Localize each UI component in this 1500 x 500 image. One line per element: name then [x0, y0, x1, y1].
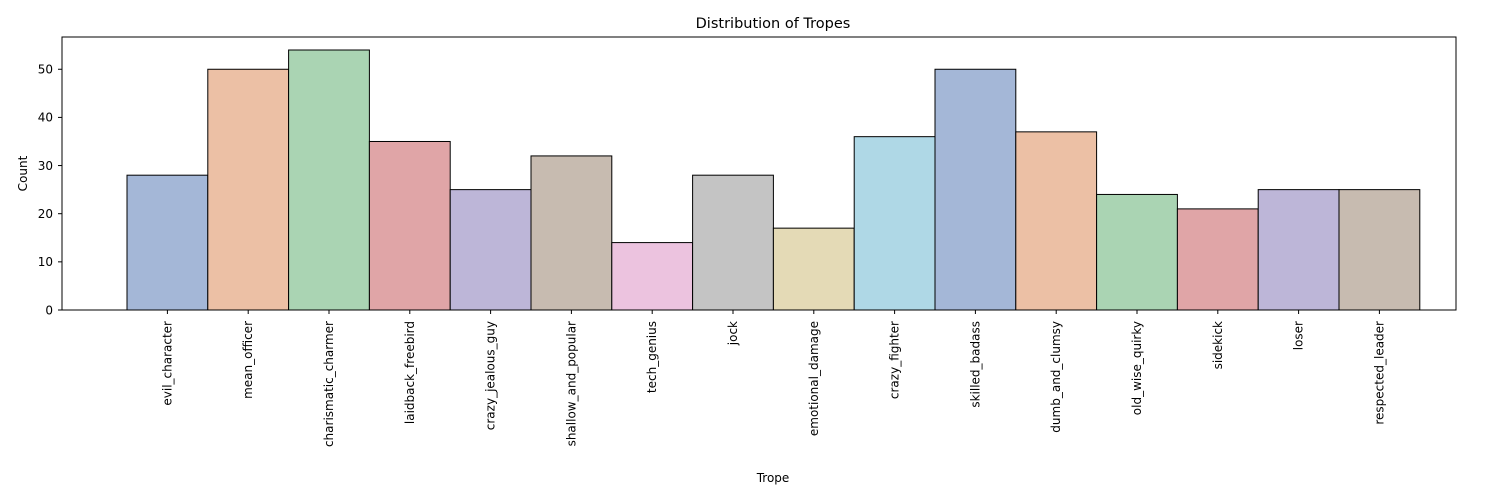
x-tick-label: emotional_damage — [807, 321, 821, 436]
x-tick-label: crazy_fighter — [888, 321, 902, 399]
bar-sidekick — [1176, 208, 1259, 311]
y-tick-label: 0 — [45, 303, 53, 317]
bar-mean-officer — [207, 68, 290, 311]
bar-evil-character — [126, 174, 209, 311]
y-tick-label: 10 — [38, 255, 53, 269]
y-tick-label: 50 — [38, 63, 53, 77]
x-tick-label: old_wise_quirky — [1130, 321, 1144, 415]
x-tick-label: shallow_and_popular — [564, 321, 578, 446]
x-tick-label: respected_leader — [1372, 321, 1386, 425]
plot-frame — [61, 36, 1457, 311]
y-tick-label: 30 — [38, 159, 53, 173]
bar-dumb-and-clumsy — [1015, 131, 1098, 311]
x-tick-label: mean_officer — [241, 321, 255, 399]
x-tick-label: tech_genius — [645, 321, 659, 393]
bar-charismatic-charmer — [288, 49, 370, 311]
x-tick-label: evil_character — [160, 321, 174, 406]
bar-crazy-jealous-guy — [449, 189, 532, 311]
x-tick-label: crazy_jealous_guy — [484, 321, 498, 430]
x-axis: evil_character mean_officer charismatic_ch… — [160, 310, 1386, 447]
y-tick-label: 20 — [38, 207, 53, 221]
y-axis: 0 10 20 30 40 50 — [38, 63, 62, 317]
bar-old-wise-quirky — [1096, 193, 1178, 311]
bar-loser — [1257, 189, 1340, 311]
y-axis-title: Count — [16, 155, 30, 191]
x-tick-label: skilled_badass — [968, 321, 982, 408]
bar-crazy-fighter — [853, 136, 936, 311]
bar-jock — [692, 174, 774, 311]
x-tick-label: jock — [726, 321, 740, 346]
bar-emotional-damage — [772, 227, 855, 311]
x-tick-label: loser — [1292, 321, 1306, 350]
bar-skilled-badass — [934, 68, 1017, 311]
y-tick-label: 40 — [38, 111, 53, 125]
chart-title: Distribution of Tropes — [696, 16, 851, 32]
x-axis-title: Trope — [756, 471, 790, 485]
bars-group — [126, 49, 1421, 311]
bar-respected-leader — [1338, 189, 1421, 311]
x-tick-label: sidekick — [1211, 321, 1225, 369]
bar-shallow-and-popular — [530, 155, 613, 311]
x-tick-label: dumb_and_clumsy — [1049, 321, 1063, 433]
x-tick-label: charismatic_charmer — [322, 321, 336, 447]
x-tick-label: laidback_freebird — [403, 321, 417, 424]
bar-tech-genius — [611, 242, 694, 311]
bar-laidback-freebird — [368, 140, 451, 311]
